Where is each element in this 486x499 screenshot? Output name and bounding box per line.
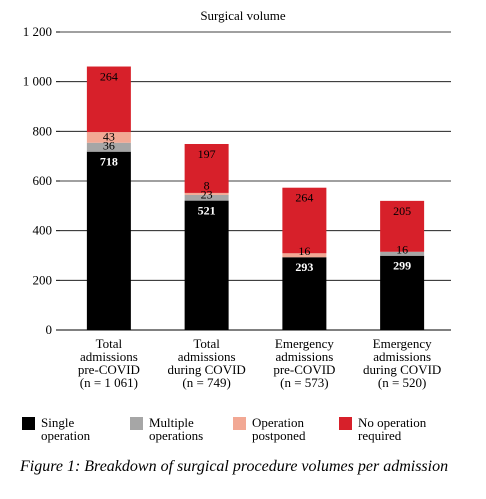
bar-segment: [86, 151, 131, 330]
data-label: 36: [103, 139, 115, 153]
data-label: 16: [396, 243, 408, 257]
data-label: 16: [298, 244, 310, 258]
data-label: 718: [100, 155, 118, 169]
x-axis-ticks: Total admissions pre-COVID (n = 1 061)Total…: [78, 336, 441, 390]
x-tick-label: Total admissions pre-COVID (n = 1 061): [78, 336, 140, 390]
legend-swatch: [130, 417, 143, 430]
legend-item-multiple: Multiple operations: [130, 416, 221, 442]
data-label: 197: [198, 147, 216, 161]
bars: [86, 66, 425, 330]
legend: Single operation Multiple operations Ope…: [0, 410, 486, 450]
data-label: 205: [393, 204, 411, 218]
legend-item-postponed: Operation postponed: [233, 416, 324, 442]
y-axis-ticks: 0 200 400 600 800 1 000 1 200: [23, 24, 60, 337]
chart-title: Surgical volume: [200, 8, 286, 23]
x-tick-label-line: (n = 520): [378, 375, 427, 390]
bar-segment: [282, 187, 327, 254]
legend-swatch: [233, 417, 246, 430]
data-label: 293: [295, 260, 313, 274]
x-tick-label: Emergency admissions pre-COVID (n = 573): [273, 336, 335, 390]
bar-segment: [184, 192, 229, 195]
bar-segment: [380, 255, 425, 330]
y-tick-label: 1 000: [23, 74, 52, 89]
data-label: 43: [103, 130, 115, 144]
x-tick-label: Emergency admissions during COVID (n = 520): [363, 336, 441, 390]
bar-segment: [282, 253, 327, 258]
legend-label: Operation postponed: [252, 415, 306, 443]
y-tick-label: 0: [46, 322, 53, 337]
bar-segment: [380, 251, 425, 256]
bar-segment: [184, 194, 229, 201]
data-label: 264: [295, 191, 313, 205]
y-tick-label: 200: [33, 272, 53, 287]
bar-segment: [282, 257, 327, 330]
legend-swatch: [339, 417, 352, 430]
bar-segment: [380, 200, 425, 252]
x-tick-label-line: pre-COVID: [273, 362, 335, 377]
legend-swatch: [22, 417, 35, 430]
legend-label: Single operation: [41, 415, 91, 443]
bar-segment: [184, 200, 229, 330]
bar-segment: [86, 142, 131, 152]
legend-label: Multiple operations: [149, 415, 204, 443]
data-label: 264: [100, 70, 118, 84]
x-tick-label-line: (n = 1 061): [80, 375, 138, 390]
x-tick-label-line: (n = 749): [182, 375, 231, 390]
legend-item-no-operation: No operation required: [339, 416, 430, 442]
x-tick-label-line: admissions: [178, 349, 236, 364]
y-tick-label: 1 200: [23, 24, 52, 39]
x-tick-label-line: Total: [96, 336, 123, 351]
bar-segment: [86, 66, 131, 133]
legend-label: No operation required: [358, 415, 427, 443]
y-tick-label: 800: [33, 123, 53, 138]
legend-item-single: Single operation: [22, 416, 113, 442]
bar-segment: [184, 143, 229, 193]
data-label: 8: [204, 179, 210, 193]
y-tick-label: 400: [33, 223, 53, 238]
x-tick-label-line: during COVID: [363, 362, 441, 377]
x-tick-label-line: Emergency: [373, 336, 432, 351]
data-label: 521: [198, 204, 216, 218]
x-tick-label-line: during COVID: [167, 362, 245, 377]
x-tick-label-line: admissions: [275, 349, 333, 364]
x-tick-label-line: admissions: [80, 349, 138, 364]
x-tick-label-line: (n = 573): [280, 375, 329, 390]
data-label: 23: [201, 188, 213, 202]
x-tick-label-line: Emergency: [275, 336, 334, 351]
x-tick-label: Total admissions during COVID (n = 749): [167, 336, 245, 390]
data-label: 299: [393, 259, 411, 273]
figure-caption: Figure 1: Breakdown of surgical procedur…: [20, 458, 449, 475]
x-tick-label-line: pre-COVID: [78, 362, 140, 377]
x-tick-label-line: admissions: [373, 349, 431, 364]
x-tick-label-line: Total: [193, 336, 220, 351]
bar-segment: [86, 132, 131, 143]
y-tick-label: 600: [33, 173, 53, 188]
